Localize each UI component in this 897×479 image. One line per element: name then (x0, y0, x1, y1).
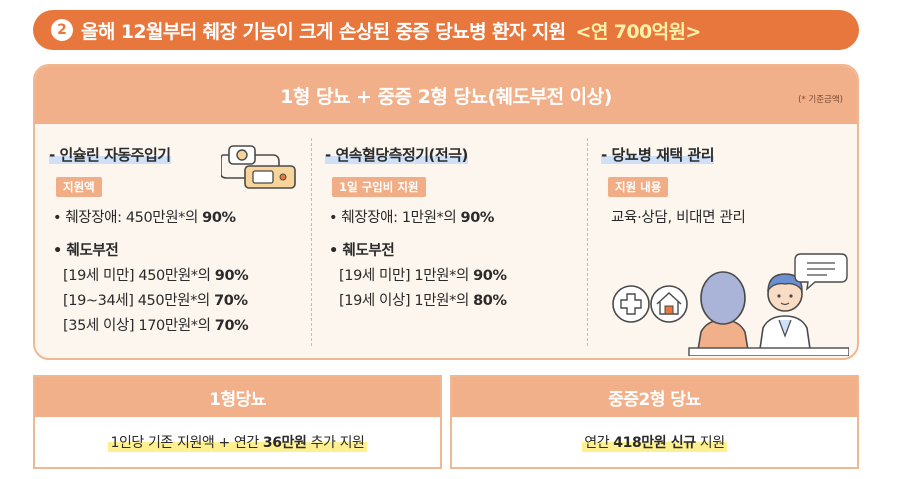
support-columns: - 인슐린 자동주입기 지원액 • 췌장장애: 450만원*의 90% • 췌도… (35, 124, 857, 358)
section-title: - 인슐린 자동주입기 (49, 146, 171, 164)
banner-title: 올해 12월부터 췌장 기능이 크게 손상된 중증 당뇨병 환자 지원 (81, 20, 566, 43)
box-title: 중증2형 당뇨 (452, 377, 857, 417)
reference-note: (* 기준금액) (798, 95, 843, 105)
column-divider (587, 138, 588, 346)
list-item: [35세 이상] 170만원*의 70% (63, 318, 249, 334)
support-content: 교육·상담, 비대면 관리 (611, 210, 746, 226)
type1-diabetes-box: 1형당뇨 1인당 기존 지원액 + 연간 36만원 추가 지원 (33, 375, 442, 469)
list-item: • 췌도부전 (329, 243, 395, 259)
support-tag: 1일 구입비 지원 (332, 177, 426, 197)
support-tag: 지원액 (56, 177, 102, 197)
consultation-icon (612, 253, 849, 356)
list-item: [19세 미만] 450만원*의 90% (63, 268, 249, 284)
list-item: [19세 이상] 1만원*의 80% (339, 293, 507, 309)
panel-header: 1형 당뇨 + 중증 2형 당뇨(췌도부전 이상) (* 기준금액) (35, 66, 857, 124)
home-care-column: - 당뇨병 재택 관리 지원 내용 교육·상담, 비대면 관리 (587, 124, 857, 358)
column-divider (311, 138, 312, 346)
list-item: • 췌장장애: 1만원*의 90% (329, 210, 495, 226)
section-title: - 연속혈당측정기(전극) (325, 146, 468, 164)
section-title: - 당뇨병 재택 관리 (601, 146, 715, 164)
box-title: 1형당뇨 (35, 377, 440, 417)
insulin-pump-icon (221, 145, 296, 189)
list-item: • 췌도부전 (53, 243, 119, 259)
box-text: 연간 418만원 신규 지원 (582, 432, 727, 452)
panel-title: 1형 당뇨 + 중증 2형 당뇨(췌도부전 이상) (280, 85, 612, 108)
banner-amount: <연 700억원> (575, 20, 702, 43)
list-item: [19세 미만] 1만원*의 90% (339, 268, 507, 284)
section-number-badge: 2 (51, 19, 73, 41)
cgm-column: - 연속혈당측정기(전극) 1일 구입비 지원 • 췌장장애: 1만원*의 90… (311, 124, 587, 358)
support-tag: 지원 내용 (608, 177, 669, 197)
list-item: • 췌장장애: 450만원*의 90% (53, 210, 236, 226)
box-text: 1인당 기존 지원액 + 연간 36만원 추가 지원 (108, 432, 367, 452)
support-panel: 1형 당뇨 + 중증 2형 당뇨(췌도부전 이상) (* 기준금액) - 인슐린… (33, 64, 859, 360)
title-banner: 2 올해 12월부터 췌장 기능이 크게 손상된 중증 당뇨병 환자 지원 <연… (33, 10, 859, 50)
severe-type2-diabetes-box: 중증2형 당뇨 연간 418만원 신규 지원 (450, 375, 859, 469)
list-item: [19~34세] 450만원*의 70% (63, 293, 248, 309)
insulin-pump-column: - 인슐린 자동주입기 지원액 • 췌장장애: 450만원*의 90% • 췌도… (35, 124, 311, 358)
